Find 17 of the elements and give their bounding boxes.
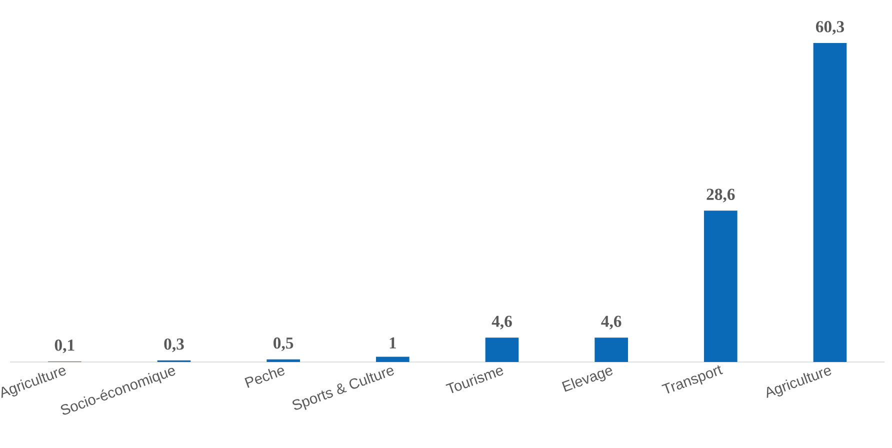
data-label: 28,6 [706,188,735,202]
data-label: 0,3 [164,338,184,352]
data-label: 60,3 [816,21,844,35]
x-tick-label: Peche [244,368,285,388]
data-label: 4,6 [492,316,512,330]
data-label: 4,6 [601,316,622,330]
bar [266,359,300,362]
data-label: 1 [390,337,396,348]
data-label: 0,5 [274,337,294,352]
x-tick-label: Elevage [562,368,613,392]
data-label: 0,1 [54,340,74,354]
bar [813,42,847,362]
bar [376,356,410,362]
bar [485,338,519,362]
x-tick-label: Sports & Culture [292,368,394,410]
bar [594,338,628,362]
bar [704,210,738,362]
